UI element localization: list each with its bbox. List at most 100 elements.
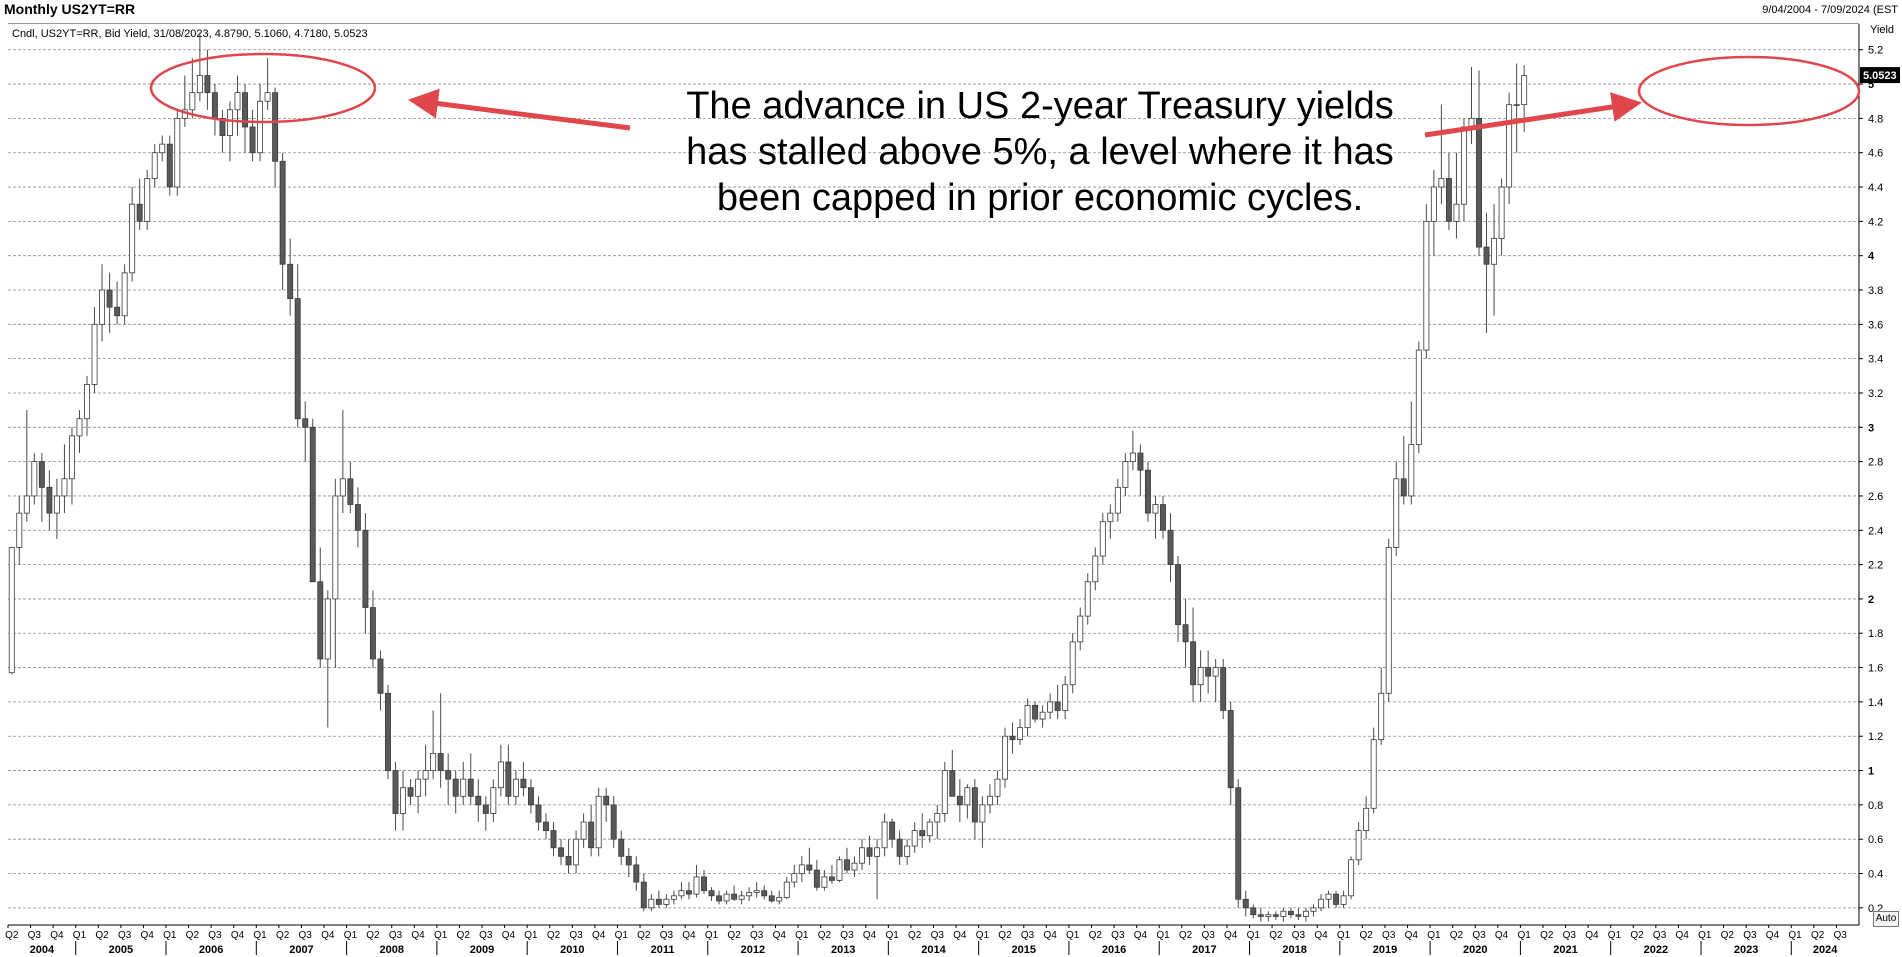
candle-body <box>1092 555 1099 583</box>
candle-body <box>821 876 828 888</box>
candle-body <box>1370 739 1377 809</box>
candle-body <box>347 478 354 505</box>
x-year-label: 2018 <box>1282 944 1306 956</box>
x-quarter-label: Q4 <box>1405 930 1419 941</box>
candle-body <box>874 847 881 857</box>
candle-body <box>1333 893 1340 905</box>
x-axis: Q2 Q3 Q4 Q1 Q2 Q3 Q4 Q1 Q2 Q3 Q4 Q1 Q2 Q3 Q4 Q1 Q2 Q3 Q4 Q1… <box>5 924 1859 956</box>
candle-body <box>242 92 248 128</box>
x-year-label: 2004 <box>30 944 55 956</box>
candle-body <box>1227 710 1234 789</box>
y-tick-label: 2.4 <box>1868 525 1883 537</box>
candle-body <box>1167 529 1174 565</box>
candle-body <box>1220 667 1227 711</box>
x-quarter-label: Q4 <box>1495 930 1509 941</box>
candle-body <box>1175 564 1182 626</box>
y-tick-label: 3.2 <box>1868 388 1883 400</box>
candle-body <box>746 891 753 897</box>
x-quarter-label: Q4 <box>321 930 335 941</box>
candle-body <box>535 804 542 823</box>
candle-body <box>768 895 775 902</box>
candle-body <box>558 847 565 857</box>
x-quarter-label: Q2 <box>457 930 471 941</box>
x-quarter-label: Q3 <box>1201 930 1215 941</box>
candle-body <box>520 778 527 789</box>
candle-body <box>38 461 45 488</box>
x-quarter-label: Q4 <box>411 930 425 941</box>
candle-body <box>595 795 602 849</box>
y-tick-label: 5 <box>1868 79 1874 91</box>
x-quarter-label: Q2 <box>818 930 832 941</box>
candle-body <box>1506 104 1513 188</box>
candle-body <box>1340 895 1347 905</box>
x-quarter-label: Q3 <box>299 930 313 941</box>
left-arrow <box>408 88 631 131</box>
x-quarter-label: Q2 <box>1359 930 1373 941</box>
x-quarter-label: Q1 <box>976 930 990 941</box>
x-quarter-label: Q3 <box>840 930 854 941</box>
x-year-label: 2020 <box>1463 944 1487 956</box>
candle-body <box>46 486 53 514</box>
candle-body <box>129 203 136 274</box>
candle-body <box>1280 910 1287 917</box>
candle-body <box>294 298 301 420</box>
candle-body <box>550 830 557 849</box>
candle-body <box>791 873 798 883</box>
candle-body <box>1257 914 1264 917</box>
candle-body <box>640 881 647 909</box>
candle-body <box>1190 641 1197 686</box>
candle-body <box>625 855 632 866</box>
x-year-label: 2015 <box>1012 944 1036 956</box>
x-quarter-label: Q2 <box>1630 930 1644 941</box>
candle-body <box>16 512 23 548</box>
candle-body <box>716 895 723 902</box>
x-quarter-label: Q1 <box>344 930 358 941</box>
x-quarter-label: Q2 <box>908 930 922 941</box>
candle-body <box>663 898 670 905</box>
candle-body <box>99 289 106 325</box>
candle-body <box>76 418 83 437</box>
candle-body <box>633 864 640 883</box>
candle-body <box>941 770 948 814</box>
x-quarter-label: Q2 <box>998 930 1012 941</box>
candle-body <box>211 92 218 119</box>
candle-body <box>798 864 805 874</box>
x-quarter-label: Q1 <box>163 930 177 941</box>
x-quarter-label: Q1 <box>434 930 448 941</box>
candle-body <box>783 881 790 898</box>
candle-body <box>1408 444 1415 497</box>
x-quarter-label: Q4 <box>1224 930 1238 941</box>
x-quarter-label: Q1 <box>73 930 87 941</box>
x-quarter-label: Q2 <box>1540 930 1554 941</box>
candle-body <box>1453 203 1460 222</box>
x-quarter-label: Q2 <box>1089 930 1103 941</box>
candle-body <box>979 804 986 823</box>
last-value-label: 5.0523 <box>1863 70 1897 82</box>
x-quarter-label: Q3 <box>1653 930 1667 941</box>
y-tick-label: 4.8 <box>1868 113 1883 125</box>
x-quarter-label: Q3 <box>1472 930 1486 941</box>
candle-body <box>1144 469 1151 514</box>
candle-body <box>1348 859 1355 897</box>
candle-body <box>430 752 437 771</box>
x-quarter-label: Q1 <box>1788 930 1802 941</box>
annotation-line: The advance in US 2-year Treasury yields <box>686 85 1394 127</box>
candle-body <box>1438 178 1445 188</box>
candle-body <box>497 761 504 789</box>
candle-body <box>1363 807 1370 832</box>
candle-body <box>896 838 903 857</box>
auto-scale-button[interactable]: Auto <box>1873 911 1899 927</box>
x-quarter-label: Q4 <box>1766 930 1780 941</box>
candle-body <box>1302 910 1309 917</box>
x-quarter-label: Q4 <box>773 930 787 941</box>
x-quarter-label: Q3 <box>389 930 403 941</box>
candle-body <box>527 787 534 806</box>
candle-body <box>573 838 580 866</box>
candle-body <box>1137 452 1144 471</box>
x-quarter-label: Q2 <box>95 930 109 941</box>
x-year-label: 2024 <box>1813 944 1838 956</box>
candle-body <box>1099 521 1106 557</box>
candle-body <box>670 895 677 900</box>
candle-body <box>828 876 835 881</box>
